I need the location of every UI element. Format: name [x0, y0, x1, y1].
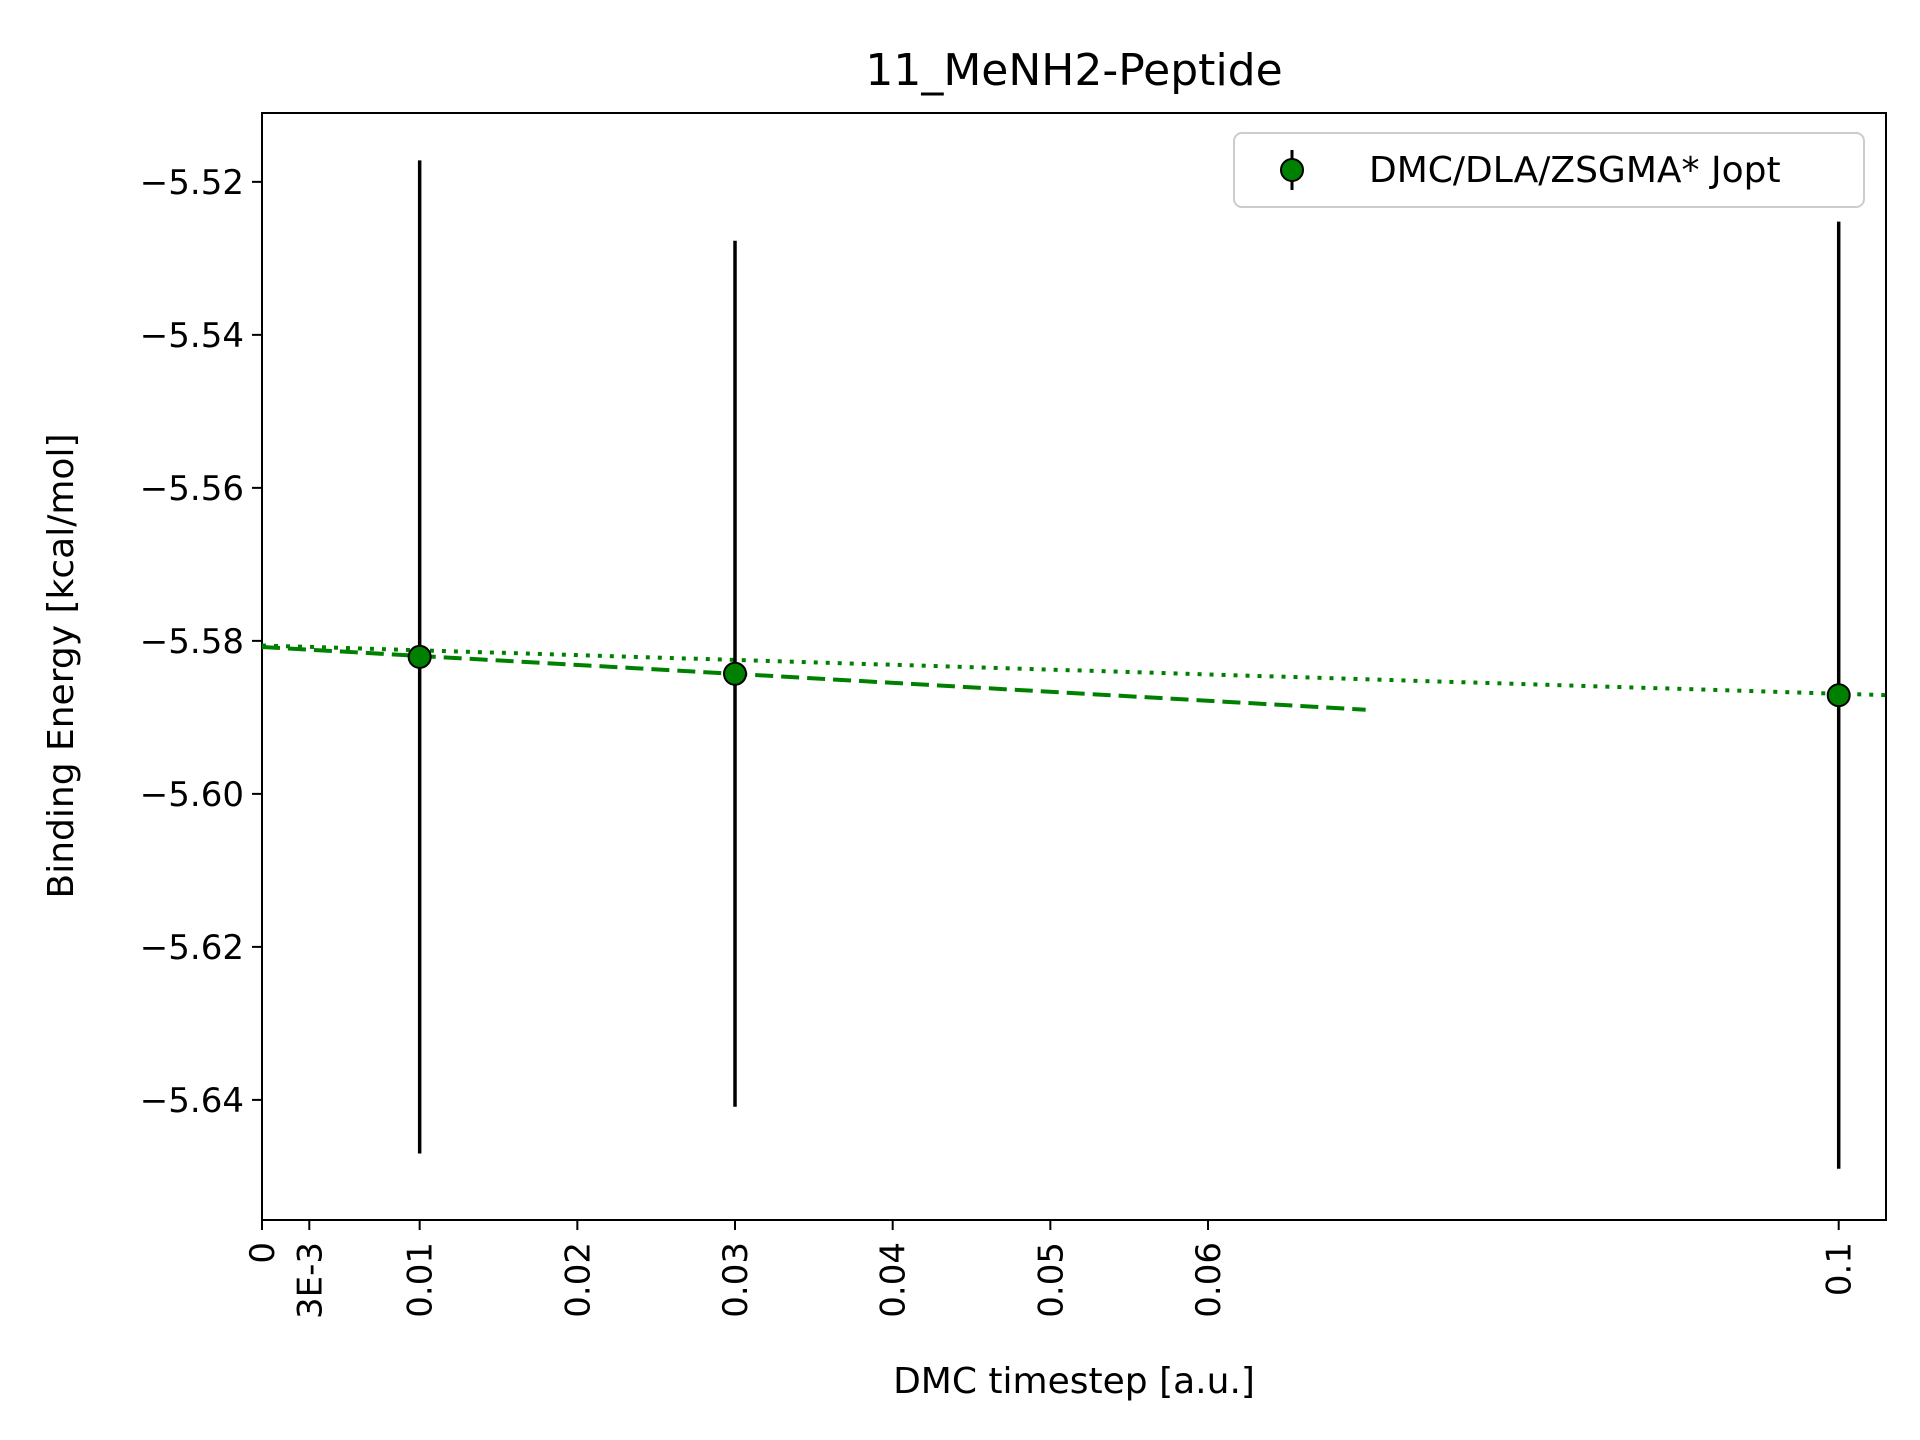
y-tick-label: −5.54: [140, 316, 244, 356]
legend: DMC/DLA/ZSGMA* Jopt: [1233, 132, 1865, 208]
x-tick-label: 0.03: [716, 1242, 756, 1318]
x-tick-label: 0.04: [874, 1242, 914, 1318]
plot-frame: [261, 112, 1887, 1221]
x-tick-label: 3E-3: [290, 1242, 330, 1319]
y-tick-label: −5.62: [140, 928, 244, 968]
x-tick-label: 0: [243, 1242, 283, 1264]
fit-line-dashed: [261, 644, 1366, 712]
data-point: [1826, 683, 1851, 708]
y-axis-label: Binding Energy [kcal/mol]: [41, 434, 82, 899]
y-tick-label: −5.56: [140, 469, 244, 509]
x-tick-label: 0.05: [1031, 1242, 1071, 1318]
x-axis-ticks: 0 3E-3 0.01 0.02 0.03 0.04 0.05 0.06 0.1: [243, 1220, 1860, 1319]
y-tick-label: −5.60: [140, 775, 244, 815]
legend-marker-icon: [1280, 158, 1304, 182]
x-tick-label: 0.01: [401, 1242, 441, 1318]
x-tick-label: 0.1: [1820, 1242, 1860, 1296]
y-tick-label: −5.52: [140, 163, 244, 203]
data-point: [407, 644, 432, 669]
legend-box: [1233, 132, 1865, 208]
x-tick-label: 0.06: [1189, 1242, 1229, 1318]
data-point: [723, 661, 748, 686]
x-axis-label: DMC timestep [a.u.]: [893, 1361, 1255, 1402]
y-axis-ticks: −5.52 −5.54 −5.56 −5.58 −5.60 −5.62 −5.64: [140, 163, 262, 1121]
chart-title: 11_MeNH2-Peptide: [865, 45, 1282, 96]
y-tick-label: −5.64: [140, 1081, 244, 1121]
x-tick-label: 0.02: [558, 1242, 598, 1318]
y-tick-label: −5.58: [140, 622, 244, 662]
fit-lines: [261, 643, 1887, 712]
legend-label: DMC/DLA/ZSGMA* Jopt: [1369, 150, 1781, 191]
data-points: [407, 644, 1851, 708]
